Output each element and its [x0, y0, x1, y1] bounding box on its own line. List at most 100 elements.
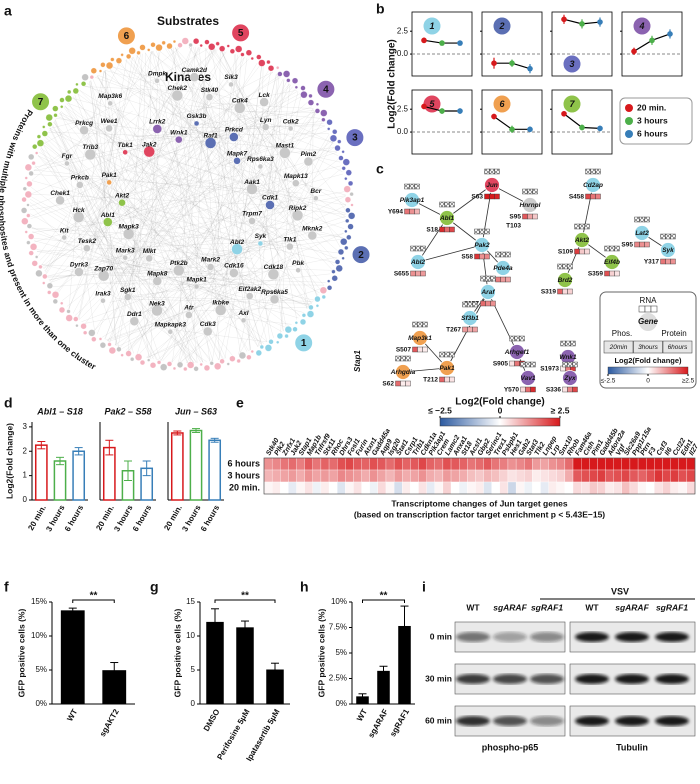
- gene-label: Hnrnpl: [520, 202, 541, 209]
- network-edge: [126, 84, 292, 256]
- kinase-label: Axl: [237, 310, 248, 317]
- phos-tile: [495, 276, 501, 283]
- network-edge: [123, 237, 188, 364]
- heatmap-cell: [459, 481, 468, 495]
- substrate-node: [300, 85, 306, 91]
- network-edge: [169, 47, 298, 169]
- network-edge: [104, 70, 171, 279]
- heatmap-cell: [271, 481, 281, 495]
- substrate-node: [99, 342, 106, 349]
- heatmap-cell: [564, 457, 574, 471]
- heatmap-cell: [678, 469, 688, 483]
- rna-tile: [519, 335, 525, 342]
- kinase-node: [151, 304, 163, 317]
- network-edge: [147, 286, 289, 358]
- substrate-node: [341, 256, 345, 260]
- kinase-node: [143, 145, 155, 158]
- network-edge: [104, 70, 122, 242]
- network-edge: [43, 130, 245, 270]
- legend-colorbar: [607, 366, 689, 375]
- substrate-node: [264, 344, 272, 352]
- site-label: S62: [382, 381, 394, 388]
- substrate-node: [226, 44, 230, 48]
- heatmap-cell: [637, 469, 647, 483]
- network-edge: [116, 47, 181, 99]
- network-edge: [84, 47, 202, 228]
- network-edge: [94, 49, 216, 252]
- substrate-node: [349, 192, 354, 197]
- network-edge: [143, 272, 304, 313]
- network-edge: [286, 94, 302, 169]
- legend-gene: Gene: [638, 317, 659, 326]
- cluster-label: 3: [352, 133, 358, 144]
- cluster-node: [231, 23, 251, 43]
- network-edge: [242, 160, 336, 261]
- heatmap-cell: [426, 469, 435, 483]
- network-edge: [104, 248, 139, 340]
- protein-node: [395, 364, 411, 380]
- network-edge: [146, 101, 308, 243]
- blot-band: [530, 716, 564, 726]
- substrate-node: [98, 337, 103, 341]
- network-edge: [110, 47, 199, 285]
- kinase-node: [145, 254, 153, 263]
- kinase-label: Mknk2: [302, 225, 323, 232]
- substrate-node: [105, 62, 114, 70]
- heatmap-cell: [328, 457, 338, 471]
- cluster-label: 1: [429, 21, 434, 31]
- heatmap-cell: [377, 481, 387, 495]
- network-edge: [134, 246, 194, 363]
- substrate-node: [66, 309, 71, 314]
- gene-label: Pak2: [474, 242, 490, 249]
- legend-time: 20min: [609, 344, 628, 351]
- kinase-node: [265, 200, 275, 210]
- network-edge: [95, 55, 138, 202]
- kinase-node: [83, 244, 91, 252]
- substrate-node: [83, 330, 88, 335]
- heatmap-cell: [597, 457, 606, 471]
- kinase-label: Syk: [255, 233, 267, 240]
- kinase-label: Trib3: [82, 144, 98, 151]
- phos-tile: [590, 193, 596, 200]
- network-edge: [136, 111, 213, 355]
- phos-tile: [414, 208, 420, 215]
- network-edge: [158, 49, 247, 125]
- substrate-node: [343, 185, 351, 193]
- kinase-label: Ptk2b: [170, 260, 188, 267]
- network-edge: [84, 203, 134, 354]
- network-edge: [191, 108, 314, 289]
- protein-node: [439, 210, 455, 226]
- network-edge: [98, 168, 337, 259]
- rna-tile: [400, 355, 406, 362]
- y-tick-label: 5: [191, 665, 196, 674]
- network-edge: [49, 116, 96, 129]
- heatmap-cell: [581, 469, 590, 483]
- network-edge: [221, 50, 299, 215]
- significance-label: **: [90, 591, 98, 602]
- heatmap-cell: [280, 457, 289, 471]
- bar: [206, 621, 224, 705]
- network-edge: [117, 232, 140, 347]
- network-edge: [237, 110, 316, 113]
- network-edge: [130, 296, 314, 302]
- kinase-node: [105, 124, 113, 133]
- network-edge: [176, 57, 245, 150]
- network-edge: [66, 70, 105, 226]
- network-edge: [120, 62, 167, 135]
- substrate-node: [308, 304, 314, 310]
- heatmap-cell: [646, 457, 655, 471]
- heatmap-cell: [345, 469, 354, 483]
- substrate-node: [35, 151, 39, 155]
- rna-tile: [634, 216, 640, 223]
- heatmap-cell: [613, 469, 622, 483]
- heatmap-cell: [296, 457, 305, 471]
- phos-tile: [462, 326, 468, 333]
- heatmap-cell: [271, 469, 281, 483]
- rna-tile: [500, 251, 506, 258]
- network-edge: [214, 49, 288, 171]
- network-edge: [270, 152, 284, 332]
- x-tick-label: 6 hours: [63, 503, 86, 533]
- network-edge: [71, 97, 209, 135]
- bar: [377, 670, 390, 705]
